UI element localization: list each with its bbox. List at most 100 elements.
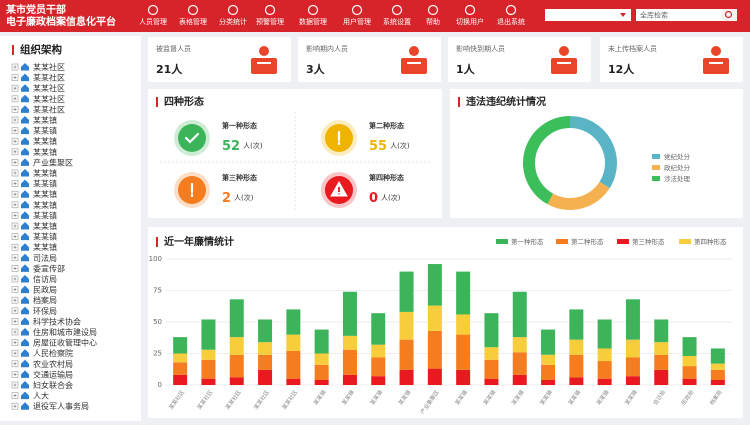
org-item[interactable]: 人大 xyxy=(33,391,49,401)
org-item[interactable]: 某某镇 xyxy=(33,126,57,136)
bar-segment xyxy=(258,342,273,355)
nav-item[interactable]: 系统设置 xyxy=(383,17,411,26)
org-item[interactable]: 农业农村局 xyxy=(33,359,73,369)
org-item[interactable]: 司法局 xyxy=(33,253,57,263)
title-accent xyxy=(156,97,158,107)
bar-segment xyxy=(286,378,301,385)
bar-segment xyxy=(654,369,669,385)
nav-item[interactable]: 用户管理 xyxy=(343,17,371,26)
bar-segment xyxy=(399,311,414,340)
bar-segment xyxy=(201,359,216,379)
bar-segment xyxy=(484,313,499,348)
org-item[interactable]: 某某镇 xyxy=(33,168,57,178)
org-icon xyxy=(21,370,29,378)
legend-label: 第一种形态 xyxy=(511,237,544,246)
tree-plus xyxy=(13,107,17,111)
tree-plus xyxy=(13,277,17,281)
org-item[interactable]: 某某社区 xyxy=(33,62,65,72)
bar-segment xyxy=(371,357,386,377)
search-box[interactable] xyxy=(636,9,722,21)
bar-segment xyxy=(710,363,725,370)
org-item[interactable]: 住房和城市建设局 xyxy=(33,327,97,337)
org-item[interactable]: 某某镇 xyxy=(33,189,57,199)
org-item[interactable]: 交通运输局 xyxy=(33,369,73,379)
org-item[interactable]: 某某镇 xyxy=(33,179,57,189)
bar-segment xyxy=(710,348,725,364)
bar-segment xyxy=(427,330,442,369)
org-item[interactable]: 某某社区 xyxy=(33,94,65,104)
org-item[interactable]: 房屋征收管理中心 xyxy=(33,338,97,348)
org-item[interactable]: 某某镇 xyxy=(33,115,57,125)
org-item[interactable]: 退役军人事务局 xyxy=(33,401,89,411)
bar-segment xyxy=(541,379,556,385)
form-value: 52 xyxy=(222,139,240,154)
nav-item[interactable]: 切换用户 xyxy=(456,17,484,26)
tree-plus xyxy=(13,330,17,334)
legend-swatch xyxy=(496,239,508,244)
bar-segment xyxy=(541,354,556,365)
org-item[interactable]: 某某镇 xyxy=(33,136,57,146)
y-tick-label: 50 xyxy=(153,318,162,326)
nav-item[interactable]: 预警管理 xyxy=(256,17,284,26)
nav-item[interactable]: 退出系统 xyxy=(497,17,525,26)
stat-value: 1人 xyxy=(456,62,476,76)
bar-segment xyxy=(512,291,527,338)
org-item[interactable]: 科学技术协会 xyxy=(33,316,81,326)
org-item[interactable]: 某某镇 xyxy=(33,210,57,220)
tree-plus xyxy=(13,372,17,376)
org-item[interactable]: 信访局 xyxy=(33,274,57,284)
bar-segment xyxy=(399,271,414,312)
bar-segment xyxy=(427,305,442,331)
tree-plus xyxy=(13,298,17,302)
tree-plus xyxy=(13,76,17,80)
tree-plus xyxy=(13,182,17,186)
org-icon xyxy=(21,94,29,103)
tree-plus xyxy=(13,150,17,154)
bar-segment xyxy=(682,356,697,367)
org-item[interactable]: 产业集聚区 xyxy=(33,157,73,167)
nav-item[interactable]: 表格管理 xyxy=(179,17,207,26)
tree-plus xyxy=(13,245,17,249)
org-icon xyxy=(21,84,29,92)
org-item[interactable]: 环保局 xyxy=(33,306,57,316)
search-button[interactable] xyxy=(722,9,737,21)
bar-segment xyxy=(342,374,357,385)
tree-plus xyxy=(13,288,17,292)
stat-icon-body xyxy=(551,58,577,74)
org-icon xyxy=(21,200,29,209)
bar-segment xyxy=(541,329,556,355)
tree-plus xyxy=(13,394,17,398)
nav-item[interactable]: 帮助 xyxy=(426,17,440,26)
org-item[interactable]: 某某社区 xyxy=(33,73,65,83)
legend-label: 第四种形态 xyxy=(694,237,727,246)
org-icon xyxy=(21,338,29,347)
bar-segment xyxy=(682,366,697,379)
tree-plus xyxy=(13,171,17,175)
legend-swatch xyxy=(652,176,660,181)
org-item[interactable]: 某某社区 xyxy=(33,104,65,114)
org-icon xyxy=(21,126,29,135)
search-select[interactable] xyxy=(545,9,631,21)
org-item[interactable]: 某某镇 xyxy=(33,232,57,242)
org-item[interactable]: 某某镇 xyxy=(33,242,57,252)
org-item[interactable]: 委宣传部 xyxy=(33,263,65,273)
nav-item[interactable]: 数据管理 xyxy=(299,17,327,26)
nav-item[interactable]: 人员管理 xyxy=(139,17,167,26)
org-item[interactable]: 档案局 xyxy=(33,295,57,305)
nav-item[interactable]: 分类统计 xyxy=(219,17,247,26)
org-item[interactable]: 某某镇 xyxy=(33,147,57,157)
org-item[interactable]: 某某镇 xyxy=(33,200,57,210)
org-item[interactable]: 民政局 xyxy=(33,285,57,295)
y-tick-label: 25 xyxy=(153,350,162,358)
org-item[interactable]: 妇女联合会 xyxy=(33,380,73,390)
org-icon xyxy=(21,285,29,294)
org-item[interactable]: 某某社区 xyxy=(33,83,65,93)
bar-segment xyxy=(710,369,725,380)
org-item[interactable]: 某某镇 xyxy=(33,221,57,231)
tree-plus xyxy=(13,139,17,143)
org-item[interactable]: 人民检察院 xyxy=(33,348,73,358)
tree-plus xyxy=(13,86,17,90)
nav-icon xyxy=(351,4,363,16)
org-icon xyxy=(21,179,29,188)
tree-plus xyxy=(13,256,17,260)
